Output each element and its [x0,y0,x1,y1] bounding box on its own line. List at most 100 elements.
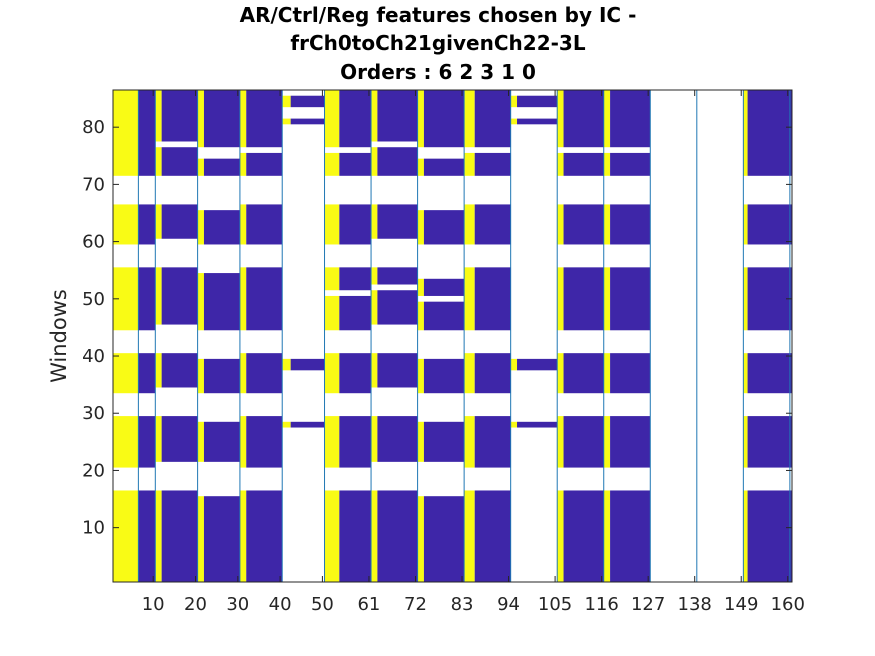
heatmap-cell-block [339,295,372,331]
heatmap-cell-block [138,490,156,582]
heatmap-cell-block [603,353,611,394]
x-tick-label: 138 [678,594,712,615]
heatmap-cell-block [197,421,204,462]
heatmap-cell-block [324,295,340,331]
heatmap-cell-block [377,90,418,142]
heatmap-cell-block [464,204,475,245]
heatmap-cell-block [239,204,247,245]
y-tick-label: 30 [82,403,105,424]
heatmap-cell-block [339,152,372,176]
heatmap-cell-block [423,210,465,245]
y-tick-label: 70 [82,174,105,195]
heatmap-cell-block [324,90,340,148]
heatmap-cell-block [747,90,792,176]
group-separators [137,90,791,582]
heatmap-cell-block [557,90,564,148]
heatmap-cell-block [113,90,139,176]
x-tick-label: 72 [404,594,427,615]
heatmap-cell-block [474,90,511,148]
heatmap-cell-block [246,490,283,582]
heatmap-cell-block [603,267,611,331]
heatmap-cell-block [113,416,139,468]
heatmap-cell-block [557,152,564,176]
heatmap-cell-block [138,204,156,245]
heatmap-cell-block [239,416,247,468]
heatmap-cell-block [324,353,340,394]
x-tick-label: 10 [142,594,165,615]
heatmap-cell-block [743,490,748,582]
heatmap-cell-block [417,301,424,331]
heatmap-cell-block [161,267,198,325]
heatmap-cell-block [743,267,748,331]
x-tick-label: 20 [184,594,207,615]
heatmap-cell-block [197,358,204,394]
heatmap-cell-block [743,353,748,394]
heatmap-cell-block [464,416,475,468]
heatmap-cell-block [743,416,748,468]
chart-title-line-3: Orders : 6 2 3 1 0 [340,60,536,84]
heatmap-cell-block [371,416,378,462]
x-tick-label: 105 [538,594,572,615]
heatmap-cell-block [423,158,465,176]
heatmap-cell-block [339,204,372,245]
heatmap-cell-block [747,204,792,245]
x-tick-label: 40 [269,594,292,615]
heatmap-cell-block [610,416,651,468]
heatmap-cell-block [377,147,418,176]
heatmap-cell-block [517,358,558,371]
heatmap-cell-block [239,267,247,331]
heatmap-cell-block [197,210,204,245]
heatmap-cell-block [510,358,518,371]
x-tick-label: 116 [584,594,618,615]
heatmap-cell-block [161,90,198,142]
heatmap-cell-block [603,204,611,245]
heatmap-cell-block [371,490,378,582]
x-tick-label: 127 [631,594,665,615]
heatmap-cell-block [603,152,611,176]
y-tick-label: 50 [82,289,105,310]
heatmap-cell-block [423,90,465,148]
heatmap-cell-block [246,416,283,468]
heatmap-cell-block [510,95,518,108]
heatmap-cell-block [113,204,139,245]
heatmap-cell-block [324,416,340,468]
y-tick-label: 10 [82,518,105,539]
heatmap-cell-block [203,273,240,331]
heatmap-cell-block [743,90,748,176]
heatmap-cell-block [155,267,162,325]
heatmap-cell-block [747,353,792,394]
heatmap-cell-block [155,490,162,582]
heatmap-cell-block [464,90,475,148]
axes [112,89,793,583]
heatmap-cell-block [339,90,372,148]
heatmap-cell-block [474,204,511,245]
heatmap-cell-block [474,152,511,176]
heatmap-cell-block [371,290,378,325]
heatmap-cell-block [161,490,198,582]
heatmap-cell-block [239,90,247,148]
x-tick-label: 83 [451,594,474,615]
heatmap-cell-block [138,267,156,331]
heatmap-cell-block [197,90,204,148]
heatmap-cell-block [557,353,564,394]
heatmap-cell-block [603,90,611,148]
heatmap-cell-block [557,267,564,331]
heatmap-cell-block [203,421,240,462]
heatmap-cell-block [610,152,651,176]
heatmap-cell-block [557,490,564,582]
heatmap-cell-block [155,353,162,388]
heatmap-cell-block [464,267,475,331]
heatmap-cell-block [377,204,418,239]
heatmap-cell-block [563,204,604,245]
x-tick-label: 30 [226,594,249,615]
heatmap-cell-block [339,267,372,291]
heatmap-cell-block [155,90,162,142]
chart-title-line-1: AR/Ctrl/Reg features chosen by IC - [240,3,637,27]
heatmap-cell-block [371,267,378,285]
heatmap-cell-block [239,490,247,582]
heatmap-cell-block [203,358,240,394]
x-tick-label: 50 [311,594,334,615]
chart-title-line-2: frCh0toCh21givenCh22-3L [290,31,585,55]
y-axis-label: Windows [47,289,71,383]
heatmap-cell-block [517,421,558,428]
